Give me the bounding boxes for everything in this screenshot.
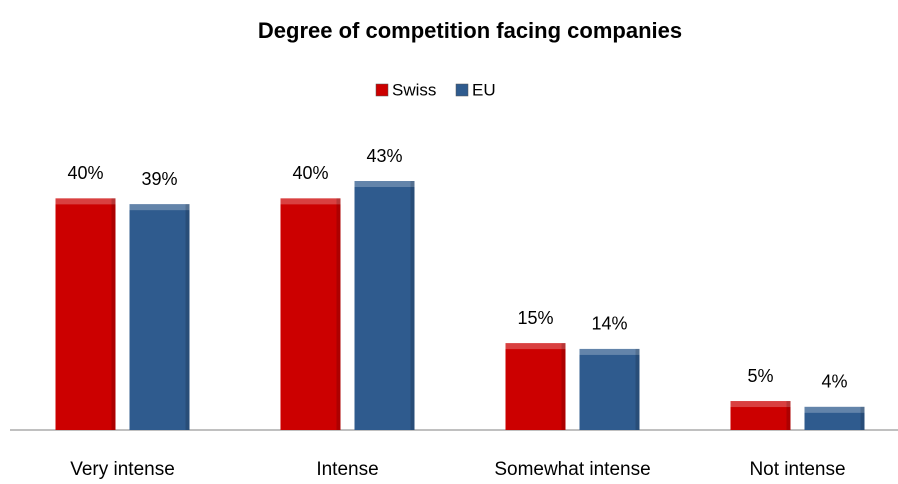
bar bbox=[280, 198, 341, 430]
legend-swatch bbox=[455, 83, 469, 97]
bar bbox=[579, 348, 640, 430]
bar bbox=[55, 198, 116, 430]
bar-shade bbox=[336, 198, 341, 430]
chart-title: Degree of competition facing companies bbox=[258, 18, 682, 43]
value-label: 15% bbox=[517, 308, 553, 328]
bar-highlight bbox=[354, 181, 415, 187]
value-label: 40% bbox=[292, 163, 328, 183]
bar-shade bbox=[185, 204, 190, 430]
bar bbox=[129, 204, 190, 430]
bar-highlight bbox=[804, 406, 865, 413]
legend-swatch bbox=[375, 83, 389, 97]
bar-shade bbox=[561, 343, 566, 430]
bar bbox=[730, 401, 791, 430]
bar-shade bbox=[111, 198, 116, 430]
bar-highlight bbox=[129, 204, 190, 211]
x-tick-label: Somewhat intense bbox=[494, 459, 650, 480]
legend-label: Swiss bbox=[392, 80, 436, 99]
x-tick-label: Intense bbox=[316, 459, 378, 480]
bar-shade bbox=[410, 181, 415, 430]
bar-highlight bbox=[730, 401, 791, 408]
bar-highlight bbox=[505, 343, 566, 350]
value-label: 4% bbox=[821, 372, 847, 392]
value-label: 39% bbox=[141, 169, 177, 189]
bar bbox=[804, 406, 865, 430]
bar-shade bbox=[786, 401, 791, 430]
bar bbox=[354, 181, 415, 430]
x-tick-label: Not intense bbox=[749, 459, 845, 480]
value-label: 5% bbox=[747, 366, 773, 386]
bar-highlight bbox=[280, 198, 341, 205]
x-tick-label: Very intense bbox=[70, 459, 175, 480]
bar-shade bbox=[860, 406, 865, 430]
bar-highlight bbox=[579, 348, 640, 355]
value-label: 14% bbox=[591, 314, 627, 334]
value-label: 40% bbox=[67, 163, 103, 183]
value-label: 43% bbox=[366, 146, 402, 166]
bar bbox=[505, 343, 566, 430]
bar-highlight bbox=[55, 198, 116, 205]
legend-label: EU bbox=[472, 80, 496, 99]
bar-shade bbox=[635, 348, 640, 430]
